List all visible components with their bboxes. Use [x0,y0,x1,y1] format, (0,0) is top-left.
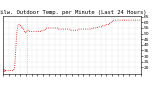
Title: Milw. Outdoor Temp. per Minute (Last 24 Hours): Milw. Outdoor Temp. per Minute (Last 24 … [0,10,147,15]
